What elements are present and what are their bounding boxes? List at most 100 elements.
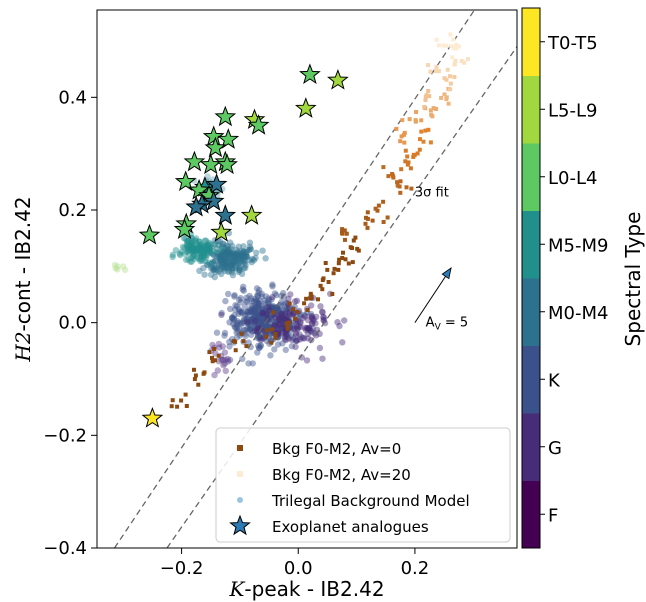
trilegal-point xyxy=(287,291,294,298)
trilegal-point xyxy=(251,319,258,326)
background-sequence-point xyxy=(355,246,360,251)
trilegal-point xyxy=(280,293,288,300)
trilegal-point xyxy=(216,254,223,261)
trilegal-point xyxy=(319,308,326,315)
trilegal-point xyxy=(221,254,228,261)
exoplanet-star xyxy=(204,136,227,158)
trilegal-point xyxy=(225,251,233,258)
trilegal-point xyxy=(255,301,263,308)
trilegal-point xyxy=(228,269,236,276)
trilegal-point xyxy=(265,316,272,324)
trilegal-point xyxy=(169,251,176,258)
background-sequence-point xyxy=(370,218,375,223)
background-sequence-point xyxy=(241,339,246,344)
background-sequence-point xyxy=(175,404,180,409)
trilegal-point xyxy=(184,246,192,253)
trilegal-point xyxy=(230,259,237,266)
trilegal-point xyxy=(236,319,244,327)
trilegal-point xyxy=(247,321,254,329)
trilegal-point xyxy=(207,241,214,248)
y-tick-label: 0.4 xyxy=(58,87,87,108)
trilegal-point xyxy=(185,245,192,252)
trilegal-point xyxy=(248,316,255,323)
y-tick-label: 0.0 xyxy=(58,313,87,334)
trilegal-point xyxy=(230,258,238,265)
trilegal-point xyxy=(234,249,241,256)
trilegal-point xyxy=(185,237,192,244)
trilegal-point xyxy=(301,335,308,342)
trilegal-point xyxy=(228,261,236,268)
reddening-vector xyxy=(414,267,452,323)
trilegal-point xyxy=(244,320,252,328)
trilegal-point xyxy=(255,320,262,327)
trilegal-point xyxy=(235,296,243,304)
trilegal-point xyxy=(253,249,260,256)
trilegal-point xyxy=(282,336,290,344)
background-sequence-point xyxy=(337,257,342,262)
trilegal-point xyxy=(207,265,215,272)
trilegal-point xyxy=(243,319,251,326)
trilegal-point xyxy=(216,344,223,351)
trilegal-point xyxy=(196,238,204,246)
background-sequence-point xyxy=(431,106,436,111)
trilegal-point xyxy=(200,253,208,260)
trilegal-point xyxy=(291,298,299,305)
trilegal-point xyxy=(211,273,218,281)
trilegal-point xyxy=(234,257,242,264)
trilegal-point xyxy=(299,314,306,322)
trilegal-point xyxy=(252,254,259,262)
background-sequence-point xyxy=(320,278,325,282)
trilegal-point xyxy=(257,318,264,325)
trilegal-point xyxy=(266,307,273,314)
trilegal-point xyxy=(224,262,231,270)
background-sequence-point xyxy=(423,98,428,102)
trilegal-point xyxy=(250,303,257,310)
trilegal-point xyxy=(257,342,264,349)
trilegal-point xyxy=(231,254,239,261)
trilegal-point xyxy=(236,264,244,272)
trilegal-point xyxy=(266,319,273,327)
trilegal-point xyxy=(261,300,269,307)
background-sequence-point xyxy=(450,55,455,60)
trilegal-point xyxy=(196,248,204,255)
trilegal-point xyxy=(216,252,224,260)
background-sequence-point xyxy=(320,287,325,292)
trilegal-point xyxy=(255,313,263,321)
trilegal-point xyxy=(273,291,280,299)
trilegal-point xyxy=(319,309,326,316)
trilegal-point xyxy=(245,317,252,324)
background-sequence-point xyxy=(453,58,458,63)
trilegal-point xyxy=(225,249,233,256)
trilegal-point xyxy=(111,261,119,269)
background-sequence-point xyxy=(446,101,451,106)
trilegal-point xyxy=(264,303,272,311)
trilegal-point xyxy=(218,264,226,271)
background-sequence-point xyxy=(449,44,454,48)
trilegal-point xyxy=(196,242,203,249)
trilegal-point xyxy=(271,321,278,328)
exoplanet-star xyxy=(247,114,270,135)
trilegal-point xyxy=(218,356,225,363)
trilegal-point xyxy=(309,325,316,332)
trilegal-point xyxy=(247,308,255,315)
trilegal-point xyxy=(283,331,290,338)
background-sequence-point xyxy=(407,117,412,122)
trilegal-point xyxy=(194,247,201,254)
trilegal-point xyxy=(241,256,248,264)
trilegal-point xyxy=(191,237,198,245)
trilegal-point xyxy=(222,257,229,264)
trilegal-point xyxy=(221,267,228,274)
trilegal-point xyxy=(248,309,256,316)
trilegal-point xyxy=(248,316,255,323)
trilegal-point xyxy=(229,314,236,321)
background-sequence-point xyxy=(212,346,217,351)
trilegal-point xyxy=(242,264,249,272)
trilegal-point xyxy=(204,173,211,180)
trilegal-point xyxy=(232,252,239,259)
trilegal-point xyxy=(220,240,227,247)
y-tick-label: −0.4 xyxy=(43,538,87,559)
trilegal-point xyxy=(202,254,210,262)
trilegal-point xyxy=(257,314,264,321)
trilegal-point xyxy=(209,341,216,349)
trilegal-point xyxy=(243,298,250,305)
